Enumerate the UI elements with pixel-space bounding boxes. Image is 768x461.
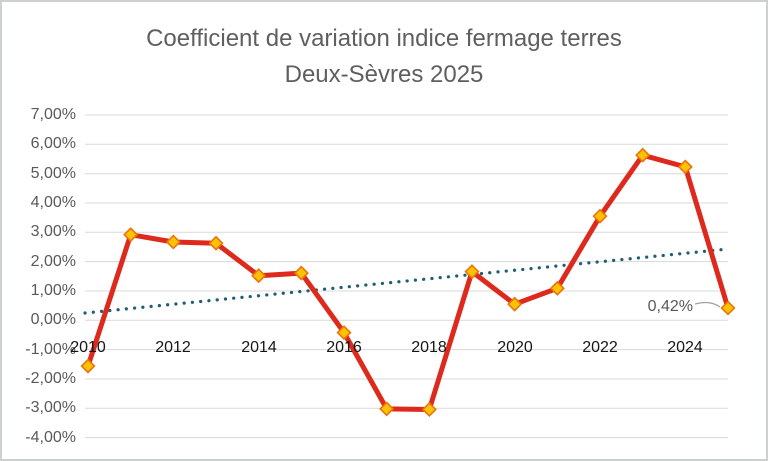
- data-point-marker: [80, 358, 96, 374]
- chart-title-line2: Deux-Sèvres 2025: [284, 61, 484, 88]
- chart-title-line1: Coefficient de variation indice fermage …: [146, 25, 622, 52]
- data-point-marker: [251, 268, 267, 284]
- data-point-marker: [336, 325, 352, 341]
- data-point-marker: [720, 300, 736, 316]
- data-label: 0,42%: [647, 297, 693, 315]
- data-point-marker: [677, 159, 693, 175]
- series-line: [85, 152, 731, 412]
- data-label-leader: [694, 301, 721, 308]
- data-point-marker: [592, 208, 608, 224]
- chart-title: Coefficient de variation indice fermage …: [2, 21, 766, 93]
- trendline: [83, 247, 730, 315]
- data-point-marker: [379, 401, 395, 417]
- data-point-marker: [208, 235, 224, 251]
- data-point-marker: [464, 264, 480, 280]
- data-point-marker: [507, 296, 523, 312]
- data-point-marker: [549, 280, 565, 296]
- data-point-marker: [421, 401, 437, 417]
- data-point-marker: [123, 227, 139, 243]
- data-point-marker: [293, 265, 309, 281]
- data-point-marker: [635, 147, 651, 163]
- data-point-marker: [165, 234, 181, 250]
